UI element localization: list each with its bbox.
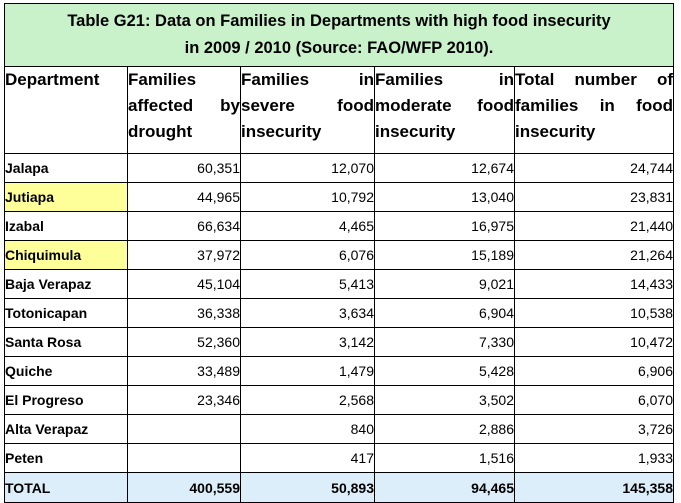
total-cell[interactable]: 1,933 <box>514 443 674 473</box>
total-cell[interactable]: 14,433 <box>514 269 674 299</box>
total-cell[interactable]: 23,831 <box>514 182 674 212</box>
severe-cell[interactable]: 2,568 <box>240 385 375 415</box>
total-moderate-cell[interactable]: 94,465 <box>374 472 515 503</box>
moderate-cell[interactable]: 15,189 <box>374 240 515 270</box>
total-severe-cell[interactable]: 50,893 <box>240 472 375 503</box>
severe-cell[interactable]: 1,479 <box>240 356 375 386</box>
department-cell[interactable]: El Progreso <box>4 385 128 415</box>
moderate-cell[interactable]: 7,330 <box>374 327 515 357</box>
drought-cell[interactable]: 52,360 <box>127 327 241 357</box>
drought-cell[interactable] <box>127 443 241 473</box>
moderate-cell[interactable]: 9,021 <box>374 269 515 299</box>
header-line: insecurity <box>241 122 322 141</box>
table-row: El Progreso 23,346 2,568 3,502 6,070 <box>4 385 674 415</box>
total-cell[interactable]: 24,744 <box>514 153 674 183</box>
department-cell[interactable]: Alta Verapaz <box>4 414 128 444</box>
severe-cell[interactable]: 10,792 <box>240 182 375 212</box>
total-cell[interactable]: 21,264 <box>514 240 674 270</box>
drought-cell[interactable]: 37,972 <box>127 240 241 270</box>
table-row: Izabal 66,634 4,465 16,975 21,440 <box>4 211 674 241</box>
total-drought-cell[interactable]: 400,559 <box>127 472 241 503</box>
drought-cell[interactable]: 44,965 <box>127 182 241 212</box>
drought-cell[interactable]: 36,338 <box>127 298 241 328</box>
severe-cell[interactable]: 12,070 <box>240 153 375 183</box>
families-data-table: Table G21: Data on Families in Departmen… <box>4 3 674 503</box>
total-cell[interactable]: 6,906 <box>514 356 674 386</box>
table-row: Alta Verapaz 840 2,886 3,726 <box>4 414 674 444</box>
drought-cell[interactable] <box>127 414 241 444</box>
header-line: Total number of <box>515 70 673 89</box>
header-total-families: Total number of families in food insecur… <box>514 66 674 154</box>
header-families-drought: Families affected by drought <box>127 66 241 154</box>
total-cell[interactable]: 21,440 <box>514 211 674 241</box>
moderate-cell[interactable]: 1,516 <box>374 443 515 473</box>
drought-cell[interactable]: 45,104 <box>127 269 241 299</box>
department-cell[interactable]: Peten <box>4 443 128 473</box>
table-row: Baja Verapaz 45,104 5,413 9,021 14,433 <box>4 269 674 299</box>
drought-cell[interactable]: 23,346 <box>127 385 241 415</box>
total-cell[interactable]: 10,472 <box>514 327 674 357</box>
department-cell[interactable]: Jalapa <box>4 153 128 183</box>
moderate-cell[interactable]: 16,975 <box>374 211 515 241</box>
drought-cell[interactable]: 33,489 <box>127 356 241 386</box>
severe-cell[interactable]: 840 <box>240 414 375 444</box>
department-cell[interactable]: Chiquimula <box>4 240 128 270</box>
department-cell[interactable]: Totonicapan <box>4 298 128 328</box>
table-row: Jutiapa 44,965 10,792 13,040 23,831 <box>4 182 674 212</box>
moderate-cell[interactable]: 6,904 <box>374 298 515 328</box>
title-line-2: in 2009 / 2010 (Source: FAO/WFP 2010). <box>184 39 494 57</box>
total-cell[interactable]: 6,070 <box>514 385 674 415</box>
moderate-cell[interactable]: 3,502 <box>374 385 515 415</box>
table-row: Peten 417 1,516 1,933 <box>4 443 674 473</box>
severe-cell[interactable]: 417 <box>240 443 375 473</box>
table-row: Chiquimula 37,972 6,076 15,189 21,264 <box>4 240 674 270</box>
total-total-cell[interactable]: 145,358 <box>514 472 674 503</box>
drought-cell[interactable]: 60,351 <box>127 153 241 183</box>
header-line: insecurity <box>375 122 456 141</box>
moderate-cell[interactable]: 5,428 <box>374 356 515 386</box>
header-line: families in food <box>515 96 673 115</box>
table-title: Table G21: Data on Families in Departmen… <box>4 3 674 67</box>
header-row: Department Families affected by drought … <box>4 66 674 154</box>
header-families-moderate: Families in moderate food insecurity <box>374 66 515 154</box>
data-rows: Jalapa 60,351 12,070 12,674 24,744 Jutiapa 44,… <box>4 153 674 473</box>
header-line: Families in <box>241 70 374 89</box>
total-label[interactable]: TOTAL <box>4 472 128 503</box>
table-row: Quiche 33,489 1,479 5,428 6,906 <box>4 356 674 386</box>
header-line: Department <box>5 70 100 89</box>
drought-cell[interactable]: 66,634 <box>127 211 241 241</box>
department-cell[interactable]: Jutiapa <box>4 182 128 212</box>
total-cell[interactable]: 3,726 <box>514 414 674 444</box>
header-line: Families <box>128 70 197 89</box>
title-row: Table G21: Data on Families in Departmen… <box>4 3 674 67</box>
department-cell[interactable]: Santa Rosa <box>4 327 128 357</box>
header-line: severe food <box>241 96 374 115</box>
total-cell[interactable]: 10,538 <box>514 298 674 328</box>
header-line: drought <box>128 122 193 141</box>
severe-cell[interactable]: 3,142 <box>240 327 375 357</box>
moderate-cell[interactable]: 12,674 <box>374 153 515 183</box>
moderate-cell[interactable]: 2,886 <box>374 414 515 444</box>
department-cell[interactable]: Quiche <box>4 356 128 386</box>
severe-cell[interactable]: 3,634 <box>240 298 375 328</box>
header-line: insecurity <box>515 122 596 141</box>
header-families-severe: Families in severe food insecurity <box>240 66 375 154</box>
severe-cell[interactable]: 5,413 <box>240 269 375 299</box>
moderate-cell[interactable]: 13,040 <box>374 182 515 212</box>
table-row: Santa Rosa 52,360 3,142 7,330 10,472 <box>4 327 674 357</box>
severe-cell[interactable]: 4,465 <box>240 211 375 241</box>
severe-cell[interactable]: 6,076 <box>240 240 375 270</box>
header-department: Department <box>4 66 128 154</box>
header-line: moderate food <box>375 96 514 115</box>
header-line: affected by <box>128 96 240 115</box>
total-row: TOTAL 400,559 50,893 94,465 145,358 <box>4 472 674 503</box>
department-cell[interactable]: Izabal <box>4 211 128 241</box>
table-row: Jalapa 60,351 12,070 12,674 24,744 <box>4 153 674 183</box>
department-cell[interactable]: Baja Verapaz <box>4 269 128 299</box>
header-line: Families in <box>375 70 514 89</box>
table-row: Totonicapan 36,338 3,634 6,904 10,538 <box>4 298 674 328</box>
title-line-1: Table G21: Data on Families in Departmen… <box>67 12 611 30</box>
